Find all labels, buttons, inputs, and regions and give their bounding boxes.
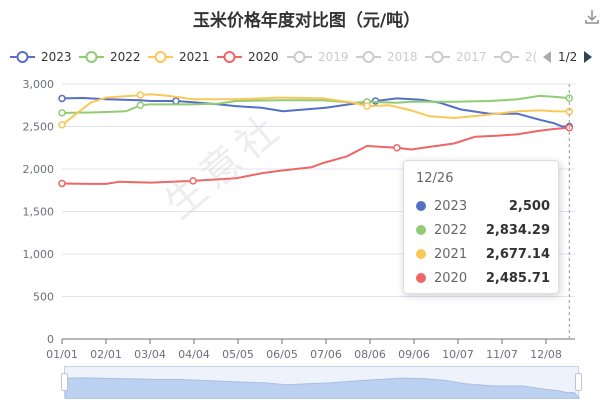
x-tick-label: 03/04 (134, 348, 166, 361)
series-point-2020[interactable] (58, 179, 66, 188)
tooltip-row-2020: 2020 2,485.71 (416, 269, 550, 287)
series-marker-icon (416, 201, 426, 211)
x-tick-label: 02/01 (90, 348, 122, 361)
series-point-2022[interactable] (58, 109, 66, 117)
chart-title: 玉米价格年度对比图（元/吨） (192, 11, 421, 31)
legend-item-2023[interactable]: 2023 (10, 47, 72, 67)
series-line-2020 (61, 126, 570, 185)
tooltip-series-name: 2023 (434, 198, 468, 214)
series-marker-icon (416, 225, 426, 235)
download-icon[interactable] (583, 8, 601, 26)
tooltip-date: 12/26 (416, 171, 454, 186)
legend-line-circle-icon (425, 51, 450, 63)
y-tick-label: 2,500 (23, 121, 55, 134)
legend-line-circle-icon (494, 51, 519, 63)
y-tick-label: 1,000 (23, 248, 55, 261)
legend-line-circle-icon (217, 51, 242, 63)
x-tick-label: 04/04 (178, 348, 210, 361)
legend-label: 2023 (41, 50, 72, 64)
y-tick-label: 0 (47, 333, 54, 346)
legend-item-2017[interactable]: 2017 (425, 47, 487, 67)
legend-page-indicator: 1/2 (558, 50, 578, 64)
legend-label: 2018 (387, 50, 418, 64)
legend-prev-icon[interactable] (543, 51, 551, 63)
legend-label: 2( (525, 50, 538, 64)
series-point-2022[interactable] (136, 101, 145, 109)
tooltip-series-value: 2,485.71 (485, 270, 550, 286)
legend-item-2021[interactable]: 2021 (148, 47, 210, 67)
series-point-2021[interactable] (363, 102, 371, 110)
x-tick-label: 09/06 (398, 348, 430, 361)
legend-item-2019[interactable]: 2019 (287, 47, 349, 67)
legend-pager: 1/2 (543, 47, 593, 67)
tooltip-series-name: 2021 (434, 246, 468, 262)
legend-label: 2022 (110, 50, 141, 64)
series-line-2023 (61, 97, 570, 128)
x-tick-label: 07/06 (310, 348, 342, 361)
legend-item-2018[interactable]: 2018 (356, 47, 418, 67)
tooltip: 12/26 2023 2,500 2022 2,834.29 2021 2,677.14 2… (403, 160, 559, 294)
series-point-2020[interactable] (189, 177, 197, 185)
zoom-handle-right[interactable] (575, 373, 582, 391)
tooltip-series-value: 2,500 (508, 198, 550, 214)
x-tick-label: 10/07 (442, 348, 474, 361)
x-tick-label: 01/01 (46, 348, 78, 361)
x-tick-label: 06/05 (266, 348, 298, 361)
zoom-handle-left[interactable] (61, 373, 68, 391)
legend-label: 2020 (248, 50, 279, 64)
y-tick-label: 2,000 (23, 163, 55, 176)
legend-line-circle-icon (79, 51, 104, 63)
data-zoom-slider[interactable] (64, 366, 582, 400)
legend-next-icon[interactable] (584, 51, 593, 63)
y-tick-label: 3,000 (23, 78, 55, 91)
series-point-2023[interactable] (172, 97, 180, 105)
legend-item-2([interactable]: 2( (494, 47, 537, 67)
x-tick-label: 12/08 (530, 348, 562, 361)
series-marker-icon (416, 273, 426, 283)
legend-label: 2017 (456, 50, 487, 64)
x-tick-label: 05/05 (222, 348, 254, 361)
legend-item-2022[interactable]: 2022 (79, 47, 141, 67)
series-line-2021 (61, 93, 570, 126)
legend-line-circle-icon (10, 51, 35, 63)
series-point-2021[interactable] (58, 121, 66, 129)
tooltip-series-name: 2020 (434, 270, 468, 286)
data-zoom-preview (64, 377, 582, 400)
x-tick-label: 08/06 (354, 348, 386, 361)
tooltip-row-2022: 2022 2,834.29 (416, 221, 550, 239)
series-line-2022 (61, 94, 570, 114)
y-tick-label: 500 (33, 291, 54, 304)
legend-line-circle-icon (356, 51, 381, 63)
tooltip-series-name: 2022 (434, 222, 468, 238)
tooltip-series-value: 2,677.14 (485, 246, 550, 262)
legend-item-2020[interactable]: 2020 (217, 47, 279, 67)
legend-line-circle-icon (287, 51, 312, 63)
legend-line-circle-icon (148, 51, 173, 63)
tooltip-series-value: 2,834.29 (485, 222, 550, 238)
tooltip-row-2021: 2021 2,677.14 (416, 245, 550, 263)
series-marker-icon (416, 249, 426, 259)
series-point-2020[interactable] (393, 144, 401, 152)
legend-label: 2019 (318, 50, 349, 64)
legend-label: 2021 (179, 50, 210, 64)
y-tick-label: 1,500 (23, 206, 55, 219)
series-point-2021[interactable] (136, 91, 145, 99)
x-tick-label: 11/07 (486, 348, 518, 361)
tooltip-row-2023: 2023 2,500 (416, 197, 550, 215)
series-point-2023[interactable] (58, 94, 66, 103)
legend: 2023 2022 2021 2020 2019 2018 2017 2( (10, 47, 608, 67)
